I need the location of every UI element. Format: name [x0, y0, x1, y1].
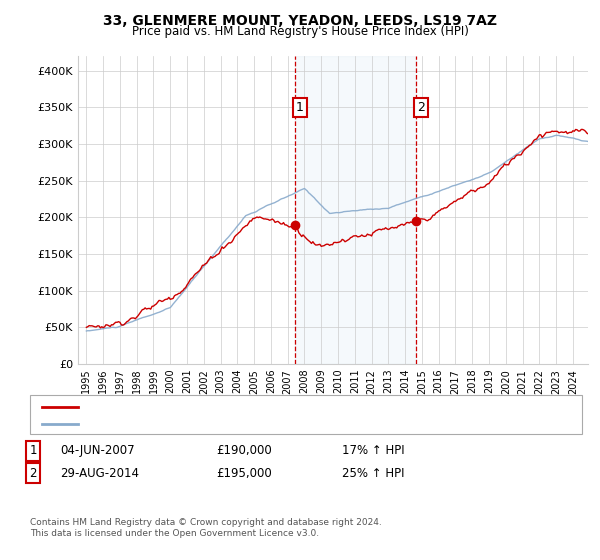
Text: 2: 2	[418, 101, 425, 114]
Text: HPI: Average price, semi-detached house, Leeds: HPI: Average price, semi-detached house,…	[84, 419, 336, 429]
Text: Contains HM Land Registry data © Crown copyright and database right 2024.
This d: Contains HM Land Registry data © Crown c…	[30, 518, 382, 538]
Text: 33, GLENMERE MOUNT, YEADON, LEEDS, LS19 7AZ (semi-detached house): 33, GLENMERE MOUNT, YEADON, LEEDS, LS19 …	[84, 402, 473, 412]
Text: 33, GLENMERE MOUNT, YEADON, LEEDS, LS19 7AZ: 33, GLENMERE MOUNT, YEADON, LEEDS, LS19 …	[103, 14, 497, 28]
Text: 1: 1	[296, 101, 304, 114]
Text: £190,000: £190,000	[216, 444, 272, 458]
Text: £195,000: £195,000	[216, 466, 272, 480]
Text: 04-JUN-2007: 04-JUN-2007	[60, 444, 134, 458]
Text: 29-AUG-2014: 29-AUG-2014	[60, 466, 139, 480]
Text: 25% ↑ HPI: 25% ↑ HPI	[342, 466, 404, 480]
Bar	[295, 56, 416, 364]
Text: Price paid vs. HM Land Registry's House Price Index (HPI): Price paid vs. HM Land Registry's House …	[131, 25, 469, 38]
Text: 17% ↑ HPI: 17% ↑ HPI	[342, 444, 404, 458]
Text: 2: 2	[29, 466, 37, 480]
Text: 1: 1	[29, 444, 37, 458]
